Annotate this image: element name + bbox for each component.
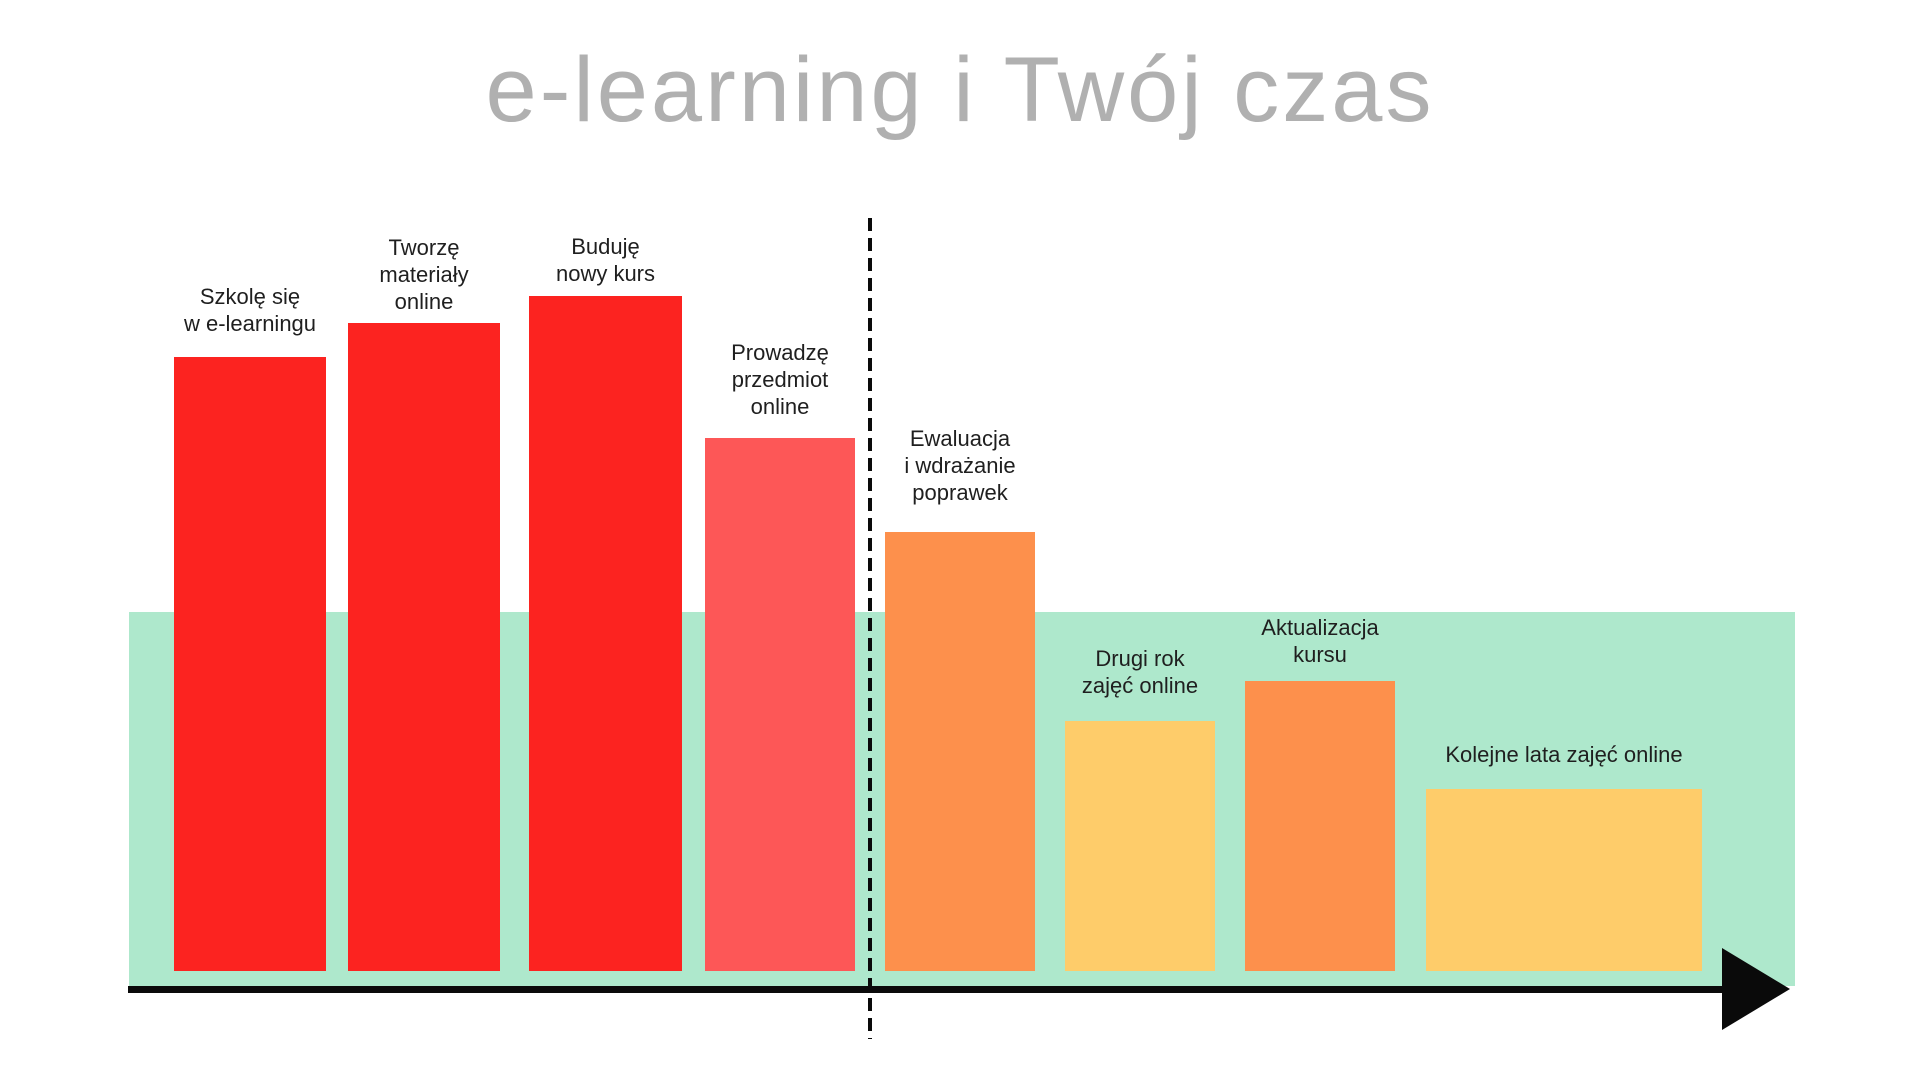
bar-label-line: online [750, 394, 810, 419]
bar-label-line: i wdrażanie [904, 453, 1016, 478]
bar-label-8: Kolejne lata zajęć online [1344, 741, 1784, 768]
time-axis-arrowhead-icon [1722, 948, 1790, 1030]
bar-1 [174, 357, 326, 971]
bar-label-line: online [394, 289, 454, 314]
bar-label-4: Prowadzę przedmiot online [560, 339, 1000, 420]
bar-label-line: poprawek [912, 480, 1008, 505]
bar-8 [1426, 789, 1702, 971]
chart-title: e-learning i Twój czas [485, 39, 1435, 141]
bar-label-5: Ewaluacja i wdrażanie poprawek [740, 425, 1180, 506]
bar-label-line: Ewaluacja [909, 426, 1011, 451]
bar-3 [529, 296, 682, 971]
bar-label-line: przedmiot [731, 367, 829, 392]
bar-6 [1065, 721, 1215, 971]
bar-label-line: Drugi rok [1095, 646, 1185, 671]
bar-label-7: Aktualizacja kursu [1100, 614, 1540, 668]
bar-label-2: Tworzę materiały online [204, 234, 644, 315]
bar-label-3: Buduję nowy kurs [386, 233, 826, 287]
bar-label-line: kursu [1293, 642, 1347, 667]
bar-label-line: Prowadzę [731, 340, 829, 365]
bar-5 [885, 532, 1035, 971]
bar-label-line: Buduję [571, 234, 640, 259]
bar-label-line: Szkolę się [199, 284, 301, 309]
bar-label-line: Aktualizacja [1261, 615, 1379, 640]
bar-label-line: nowy kurs [555, 261, 656, 286]
bar-7 [1245, 681, 1395, 971]
bar-4 [705, 438, 855, 971]
bar-label-1: Szkolę się w e-learningu [30, 283, 470, 337]
bar-label-line: materiały [379, 262, 469, 287]
bar-2 [348, 323, 500, 971]
bar-label-line: zajęć online [1081, 673, 1199, 698]
bar-label-line: Kolejne lata zajęć online [1445, 742, 1683, 767]
bar-label-6: Drugi rok zajęć online [920, 645, 1360, 699]
phase-divider-dashed-line [868, 218, 872, 1039]
bar-label-line: w e-learningu [183, 311, 317, 336]
time-axis-line [128, 986, 1760, 993]
bar-label-line: Tworzę [388, 235, 460, 260]
